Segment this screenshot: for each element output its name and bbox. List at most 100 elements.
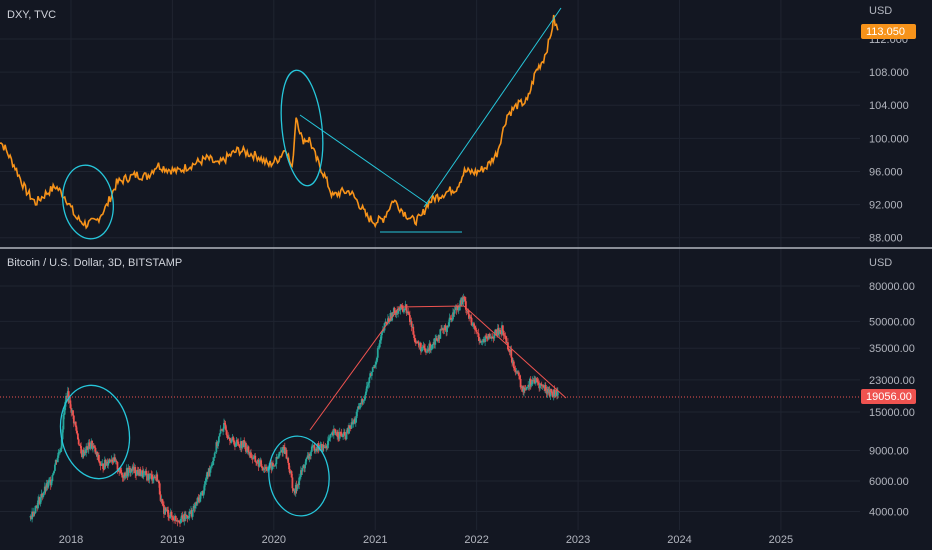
btc-candle-body [98, 461, 101, 464]
btc-candle-body [348, 425, 351, 429]
btc-y-tick-label: 23000.00 [869, 375, 915, 387]
btc-candle-body [282, 446, 285, 453]
btc-candle-body [107, 462, 110, 466]
btc-candle-body [494, 329, 497, 334]
btc-y-tick-label: 35000.00 [869, 343, 915, 355]
btc-candle-body [224, 424, 227, 430]
btc-candle-body [444, 325, 447, 331]
btc-candle-body [491, 336, 494, 339]
btc-candle-body [447, 322, 450, 327]
btc-candle-body [539, 383, 541, 389]
btc-candle-body [419, 343, 422, 352]
dxy-pane[interactable]: DXY, TVC USD 88.000 92.000 96.000 100.000 10… [0, 5, 916, 245]
btc-candle-body [441, 328, 444, 330]
btc-y-axis[interactable]: 4000.00 6000.00 9000.00 15000.00 23000.00 350… [869, 281, 915, 519]
btc-candle-body [439, 329, 442, 339]
btc-candle-body [219, 429, 222, 434]
btc-candle-body [504, 335, 507, 337]
dxy-y-tick-label: 92.000 [869, 200, 903, 212]
btc-candle-body [292, 488, 295, 491]
btc-candle-body [415, 342, 418, 344]
dxy-y-axis[interactable]: 88.00092.00096.000100.000104.000108.0001… [869, 34, 909, 245]
btc-candle-body [79, 444, 82, 447]
btc-candle-body [76, 430, 78, 434]
btc-candle-body [277, 455, 280, 457]
btc-candle-body [199, 495, 202, 502]
btc-candle-body [350, 422, 353, 429]
btc-candle-body [330, 433, 333, 435]
btc-candle-body [355, 411, 358, 419]
btc-candle-body [203, 484, 206, 491]
btc-candle-body [143, 471, 146, 473]
btc-candle-body [392, 312, 394, 314]
btc-top-line [397, 305, 465, 308]
time-axis[interactable]: 2018 2019 2020 2021 2022 2023 2024 2025 [59, 534, 793, 546]
btc-candle-body [96, 451, 99, 457]
btc-candle-body [52, 473, 55, 476]
btc-candle-body [34, 505, 37, 514]
btc-y-tick-label: 80000.00 [869, 281, 915, 293]
btc-candle-body [47, 482, 50, 488]
btc-candle-body [305, 457, 308, 460]
btc-trendline-down [463, 305, 567, 399]
btc-candle-body [465, 309, 468, 312]
btc-candle-body [381, 332, 383, 336]
btc-candle-body [272, 463, 274, 467]
btc-candle-body [334, 429, 337, 434]
btc-candle-body [352, 421, 355, 425]
btc-candle-body [377, 347, 380, 349]
btc-candle-body [338, 432, 341, 439]
btc-candle-body [245, 450, 248, 452]
btc-candle-body [103, 469, 105, 470]
btc-candle-body [436, 340, 439, 342]
btc-candle-body [142, 472, 145, 477]
btc-candle-body [343, 432, 346, 436]
btc-candle-body [556, 390, 559, 396]
btc-candle-body [448, 317, 451, 323]
btc-candle-body [299, 476, 301, 478]
btc-candle-body [468, 314, 471, 318]
btc-candle-body [534, 378, 537, 384]
btc-candle-body [136, 470, 138, 476]
btc-candle-body [464, 298, 466, 302]
btc-candle-body [324, 447, 327, 449]
btc-candle-body [535, 378, 538, 380]
btc-candle-body [267, 467, 269, 471]
btc-candle-body [554, 394, 557, 397]
btc-candle-body [54, 464, 56, 471]
btc-pane[interactable]: Bitcoin / U.S. Dollar, 3D, BITSTAMP USD … [0, 257, 916, 527]
btc-candle-body [120, 472, 123, 476]
x-tick-label: 2025 [769, 534, 793, 546]
btc-candle-body [139, 469, 142, 477]
x-tick-label: 2020 [262, 534, 286, 546]
btc-trendline-up [309, 308, 399, 431]
btc-candle-body [157, 480, 160, 484]
btc-candle-body [536, 379, 539, 383]
btc-candle-body [288, 462, 290, 470]
btc-candle-body [119, 467, 122, 473]
btc-candle-body [434, 338, 437, 345]
btc-candle-body [519, 378, 522, 388]
btc-candle-body [484, 336, 487, 343]
btc-candle-body [349, 428, 352, 430]
btc-candle-body [152, 479, 154, 481]
btc-candle-body [93, 447, 96, 448]
btc-candle-body [436, 338, 438, 341]
btc-candle-body [234, 443, 237, 447]
btc-candle-body [510, 349, 513, 358]
btc-candle-body [544, 384, 547, 391]
btc-candle-body [75, 425, 78, 431]
btc-candle-body [385, 321, 388, 324]
btc-candle-body [209, 466, 212, 473]
btc-candle-body [477, 332, 480, 338]
btc-candle-body [492, 338, 495, 339]
btc-candle-body [50, 480, 53, 486]
btc-candle-body [274, 464, 277, 466]
btc-candle-body [171, 516, 174, 518]
btc-candle-body [265, 466, 268, 469]
btc-candle-body [401, 305, 404, 310]
btc-candle-body [197, 497, 200, 499]
dxy-last-price: 113.050 [866, 26, 905, 38]
btc-candle-body [148, 474, 151, 480]
